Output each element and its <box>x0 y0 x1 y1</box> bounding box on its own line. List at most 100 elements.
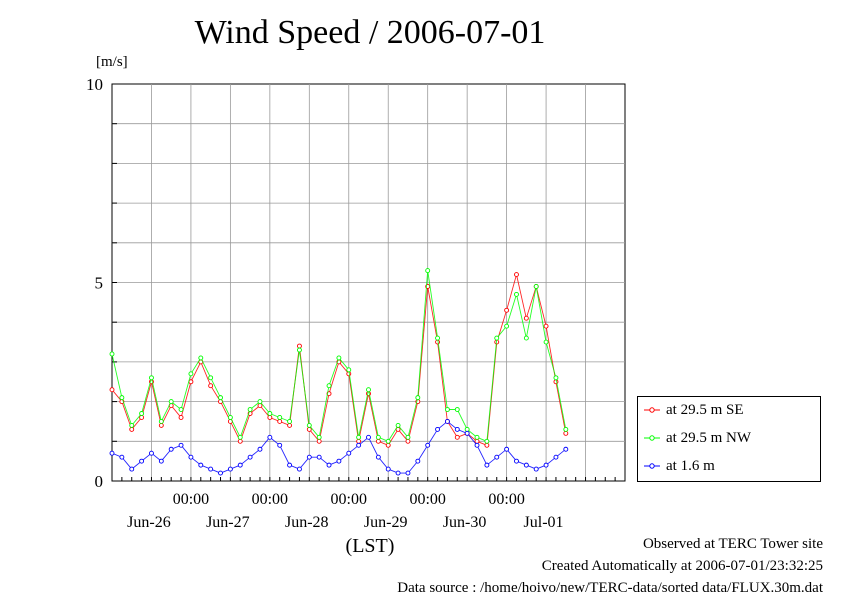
data-point-series-2 <box>168 446 174 452</box>
data-point-series-0 <box>178 415 184 420</box>
data-point-series-1 <box>198 355 204 361</box>
data-point-series-2 <box>405 470 411 476</box>
data-point-series-1 <box>454 407 460 412</box>
data-point-series-2 <box>158 458 164 464</box>
data-point-series-2 <box>139 458 145 464</box>
data-point-series-0 <box>454 434 460 440</box>
data-point-series-1 <box>129 422 135 428</box>
data-point-series-1 <box>326 383 332 389</box>
data-point-series-2 <box>149 450 154 456</box>
data-point-series-0 <box>484 442 490 448</box>
x-date-tick-label: Jun-27 <box>206 514 250 531</box>
data-point-series-2 <box>523 462 529 468</box>
data-point-series-2 <box>267 434 273 440</box>
data-point-series-2 <box>188 454 194 460</box>
data-point-series-1 <box>504 323 510 329</box>
data-point-series-1 <box>435 335 441 341</box>
data-point-series-2 <box>543 462 549 468</box>
data-point-series-0 <box>474 438 480 444</box>
data-point-series-1 <box>543 339 549 345</box>
data-point-series-1 <box>444 407 450 412</box>
data-point-series-0 <box>563 430 569 436</box>
data-point-series-2 <box>306 454 312 460</box>
data-point-series-0 <box>287 422 293 428</box>
data-point-series-1 <box>385 438 391 444</box>
data-point-series-1 <box>218 395 223 401</box>
data-point-series-2 <box>296 466 302 472</box>
data-point-series-1 <box>119 395 125 401</box>
data-point-series-2 <box>129 466 135 472</box>
data-point-series-2 <box>563 446 569 452</box>
data-point-series-0 <box>257 403 263 409</box>
footer-observed: Observed at TERC Tower site <box>642 536 823 552</box>
data-point-series-1 <box>346 367 352 373</box>
data-point-series-2 <box>415 458 421 464</box>
data-point-series-2 <box>326 462 332 468</box>
data-point-series-0 <box>405 438 411 444</box>
data-point-series-1 <box>425 268 431 274</box>
data-point-series-0 <box>109 387 115 393</box>
data-point-series-0 <box>277 419 283 424</box>
chart-title: Wind Speed / 2006-07-01 <box>194 14 546 51</box>
data-point-series-1 <box>208 375 214 381</box>
data-point-series-2 <box>553 454 559 460</box>
x-date-tick-label: Jun-30 <box>443 514 487 531</box>
data-point-series-1 <box>474 434 480 440</box>
data-point-series-2 <box>375 454 381 460</box>
data-point-series-2 <box>218 470 223 476</box>
data-point-series-1 <box>553 375 559 381</box>
data-point-series-0 <box>375 438 381 444</box>
data-point-series-2 <box>316 454 322 460</box>
data-point-series-2 <box>366 434 371 440</box>
data-point-series-2 <box>277 442 283 448</box>
data-point-series-1 <box>287 419 293 424</box>
data-point-series-2 <box>227 466 233 472</box>
data-point-series-1 <box>494 335 500 341</box>
data-point-series-0 <box>158 422 164 428</box>
data-point-series-2 <box>395 470 401 476</box>
data-point-series-2 <box>454 426 460 432</box>
data-point-series-2 <box>346 450 352 456</box>
y-tick-label: 10 <box>86 75 103 94</box>
data-point-series-0 <box>306 426 312 432</box>
data-point-series-2 <box>247 454 253 460</box>
data-point-series-1 <box>109 351 115 357</box>
data-point-series-1 <box>149 375 154 381</box>
x-time-tick-label: 00:00 <box>331 491 367 508</box>
data-point-series-2 <box>178 442 184 448</box>
data-point-series-0 <box>504 307 510 313</box>
data-point-series-1 <box>178 407 184 412</box>
data-point-series-2 <box>198 462 204 468</box>
data-point-series-2 <box>533 466 539 472</box>
data-point-series-1 <box>563 426 569 432</box>
data-point-series-1 <box>533 284 539 289</box>
data-point-series-2 <box>435 426 441 432</box>
data-point-series-2 <box>514 458 519 464</box>
x-date-tick-label: Jul-01 <box>524 514 564 531</box>
data-point-series-0 <box>385 442 391 448</box>
data-point-series-1 <box>247 407 253 412</box>
data-point-series-0 <box>296 343 302 349</box>
data-point-series-1 <box>168 399 174 405</box>
legend-marker-1-6m <box>644 463 660 469</box>
legend-marker-se <box>644 407 660 413</box>
data-point-series-1 <box>267 411 273 416</box>
data-point-series-1 <box>277 415 283 420</box>
y-tick-label: 0 <box>95 472 104 491</box>
data-point-series-1 <box>237 434 243 440</box>
y-tick-label: 5 <box>95 274 104 293</box>
x-date-tick-label: Jun-28 <box>285 514 329 531</box>
legend-label-nw: at 29.5 m NW <box>666 430 751 446</box>
data-point-series-2 <box>119 454 125 460</box>
footer-data-source: Data source : /home/hoivo/new/TERC-data/… <box>397 580 823 596</box>
data-point-series-2 <box>208 466 214 472</box>
data-point-series-2 <box>444 419 450 424</box>
data-point-series-0 <box>237 438 243 444</box>
data-point-series-0 <box>316 438 322 444</box>
data-point-series-2 <box>425 442 431 448</box>
data-point-series-2 <box>356 442 362 448</box>
data-point-series-2 <box>109 450 115 456</box>
data-point-series-2 <box>484 462 490 468</box>
data-point-series-1 <box>375 434 381 440</box>
